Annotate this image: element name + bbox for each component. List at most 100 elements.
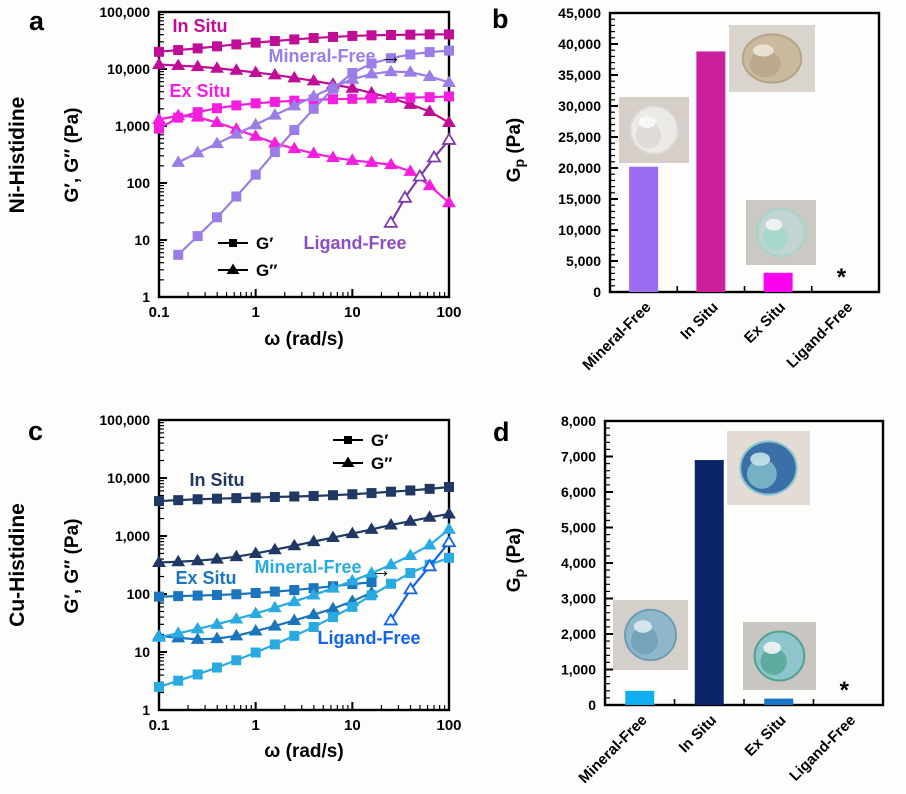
svg-text:1,000: 1,000 (115, 118, 150, 134)
svg-text:0: 0 (588, 697, 596, 713)
svg-text:3,000: 3,000 (561, 591, 596, 607)
series-c-1 (152, 506, 456, 567)
category-label: In Situ (676, 712, 720, 756)
pointer-arrow: → (371, 559, 392, 582)
svg-text:G′, G″ (Pa): G′, G″ (Pa) (62, 519, 83, 614)
gel-photo-ex-situ-gel-photo (743, 622, 816, 690)
svg-text:7,000: 7,000 (561, 449, 596, 465)
svg-text:100,000: 100,000 (99, 4, 150, 20)
svg-text:10: 10 (134, 232, 150, 248)
svg-text:0.1: 0.1 (149, 304, 170, 321)
panel-letter-d: d (493, 417, 510, 447)
svg-text:8,000: 8,000 (561, 413, 596, 429)
svg-text:0: 0 (593, 284, 601, 300)
panel-letter-c: c (28, 416, 44, 446)
series-a-5 (171, 64, 456, 167)
bar-ex-situ (763, 272, 793, 292)
gel-photo-mineral-free-gel-photo (613, 600, 688, 670)
svg-text:G′: G′ (256, 234, 273, 253)
svg-text:15,000: 15,000 (558, 191, 601, 207)
series-a-6 (383, 132, 457, 228)
svg-text:G″: G″ (256, 261, 277, 280)
svg-text:20,000: 20,000 (558, 160, 601, 176)
category-label: Ligand-Free (783, 299, 856, 372)
series-c-5 (152, 522, 456, 642)
category-label: Ex Situ (742, 712, 790, 760)
series-label: Mineral-Free (254, 557, 361, 577)
svg-text:6,000: 6,000 (561, 484, 596, 500)
gel-photo-in-situ-gel-photo (727, 431, 810, 505)
category-label: In Situ (677, 299, 721, 343)
series-c-6 (383, 534, 457, 626)
svg-text:1: 1 (142, 702, 150, 718)
category-label: Mineral-Free (579, 299, 654, 374)
series-label: Ligand-Free (317, 628, 420, 648)
svg-text:10: 10 (134, 644, 150, 660)
svg-text:G′, G″ (Pa): G′, G″ (Pa) (62, 108, 83, 203)
gel-photo-ex-situ-gel-photo (746, 200, 816, 265)
bar-mineral-free (625, 690, 655, 705)
panel-letter-b: b (492, 4, 509, 34)
svg-text:5,000: 5,000 (566, 253, 601, 269)
bar-in-situ (694, 460, 724, 705)
svg-text:Gp (Pa): Gp (Pa) (504, 528, 527, 593)
series-c-4 (154, 552, 454, 692)
svg-text:25,000: 25,000 (558, 129, 601, 145)
series-label: Ligand-Free (303, 233, 406, 253)
svg-text:G″: G″ (371, 454, 392, 473)
svg-text:100: 100 (436, 717, 461, 734)
x-axis-label: ω (rad/s) (264, 329, 343, 350)
bar-in-situ (696, 51, 726, 292)
svg-text:10: 10 (344, 304, 361, 321)
svg-text:45,000: 45,000 (558, 5, 601, 21)
series-label: Ex Situ (175, 568, 236, 588)
svg-text:10,000: 10,000 (107, 470, 150, 486)
gel-photo-mineral-free-gel-photo (619, 97, 689, 163)
svg-text:1: 1 (251, 717, 259, 734)
category-label: Ligand-Free (786, 712, 859, 785)
legend-c: G′ G″ (333, 431, 392, 473)
series-label: Mineral-Free (268, 46, 375, 66)
series-label: Ex Situ (169, 81, 230, 101)
legend-a: G′ G″ (218, 234, 277, 280)
svg-text:1: 1 (142, 289, 150, 305)
gel-photo-in-situ-gel-photo (729, 25, 815, 92)
svg-text:1,000: 1,000 (561, 662, 596, 678)
series-label: In Situ (190, 470, 245, 490)
bar-ex-situ (764, 698, 794, 705)
svg-text:1: 1 (251, 304, 259, 321)
panel-d-chart: 0 1,000 2,000 3,000 4,000 5,000 6,000 7,000 8,00… (504, 413, 885, 787)
svg-text:10,000: 10,000 (107, 61, 150, 77)
panel-letter-a: a (29, 6, 45, 36)
svg-text:Gp (Pa): Gp (Pa) (504, 118, 527, 183)
svg-text:10,000: 10,000 (558, 222, 601, 238)
svg-text:100: 100 (127, 175, 151, 191)
series-c-0 (154, 481, 454, 507)
svg-text:5,000: 5,000 (561, 520, 596, 536)
no-gel-asterisk: * (840, 677, 850, 704)
svg-text:30,000: 30,000 (558, 98, 601, 114)
series-a-1 (152, 57, 456, 128)
bar-mineral-free (629, 166, 659, 292)
svg-text:100: 100 (127, 586, 151, 602)
svg-text:0.1: 0.1 (149, 717, 170, 734)
svg-text:35,000: 35,000 (558, 67, 601, 83)
svg-text:G′: G′ (371, 431, 388, 450)
no-gel-asterisk: * (837, 264, 847, 291)
svg-text:1,000: 1,000 (115, 528, 150, 544)
category-label: Mineral-Free (575, 712, 650, 787)
series-a-3 (152, 108, 456, 208)
x-axis-label: ω (rad/s) (264, 741, 343, 762)
series-label: In Situ (173, 16, 228, 36)
pointer-arrow: → (381, 45, 402, 68)
panel-b-chart: 0 5,000 10,000 15,000 20,000 25,000 30,000 35,0… (504, 5, 881, 374)
svg-text:40,000: 40,000 (558, 36, 601, 52)
svg-text:100: 100 (436, 304, 461, 321)
svg-text:4,000: 4,000 (561, 555, 596, 571)
series-a-0 (154, 29, 454, 57)
category-label: Ex Situ (741, 299, 789, 347)
